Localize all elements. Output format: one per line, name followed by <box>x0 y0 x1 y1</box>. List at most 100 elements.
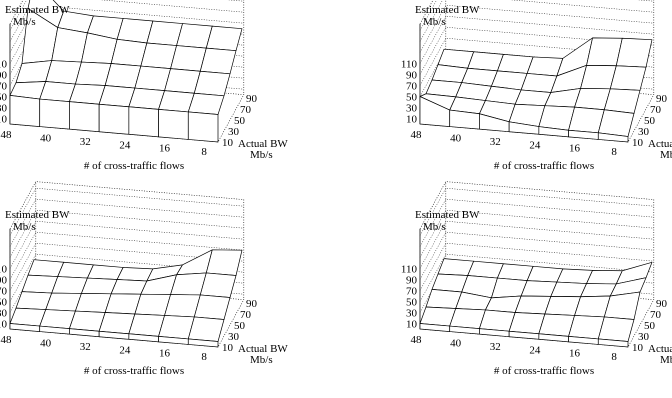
y-tick-label: 70 <box>650 104 662 116</box>
z-tick-label: 90 <box>406 70 418 82</box>
z-tick-label: 70 <box>0 81 8 93</box>
z-tick-label: 10 <box>406 319 418 331</box>
z-tick-label: 10 <box>0 114 8 126</box>
x-axis-title: # of cross-traffic flows <box>84 160 184 172</box>
z-tick-label: 30 <box>406 103 418 115</box>
x-tick-label: 40 <box>450 337 462 349</box>
surface-cell <box>597 316 635 342</box>
z-tick-label: 50 <box>0 92 8 104</box>
z-tick-label: 90 <box>406 275 418 287</box>
z-axis-title-line2: Mb/s <box>13 16 36 28</box>
z-gridline <box>9 242 244 291</box>
surface-skirt <box>597 338 629 348</box>
z-gridline <box>9 220 244 269</box>
y-axis-title-line1: Actual BW <box>238 138 288 150</box>
x-axis-title: # of cross-traffic flows <box>494 160 594 172</box>
surface-cell <box>603 88 641 114</box>
x-tick-label: 40 <box>450 132 462 144</box>
surface-cell <box>57 261 94 279</box>
surface-skirt <box>449 109 480 130</box>
z-gridline <box>9 209 244 258</box>
floor-outline <box>9 281 245 348</box>
surface-cell <box>467 260 504 279</box>
surface-cell <box>128 87 165 110</box>
z-tick-label: 50 <box>0 297 8 309</box>
surface-skirt <box>158 108 189 140</box>
surface-cell <box>205 25 243 52</box>
surface-cell <box>431 64 469 83</box>
z-tick-label: 70 <box>406 81 418 93</box>
surface-cell <box>199 272 237 298</box>
surface-cell <box>199 47 237 75</box>
back-wall-frame <box>419 0 655 95</box>
surface-skirt <box>69 101 100 133</box>
y-tick-label: 30 <box>638 126 650 138</box>
z-tick-label: 70 <box>0 286 8 298</box>
z-tick-label: 110 <box>401 264 418 276</box>
surface-skirt <box>187 111 219 143</box>
floor-outline <box>419 281 655 348</box>
y-tick-label: 30 <box>228 126 240 138</box>
z-tick-label: 90 <box>0 70 8 82</box>
x-tick-label: 8 <box>611 351 617 363</box>
z-axis-title-line1: Estimated BW <box>415 209 480 221</box>
x-tick-label: 16 <box>569 143 581 155</box>
z-tick-label: 90 <box>0 275 8 287</box>
z-axis-title-line2: Mb/s <box>423 16 446 28</box>
x-tick-label: 24 <box>529 344 541 356</box>
surface-cell <box>51 27 88 63</box>
x-tick-label: 48 <box>1 129 13 141</box>
z-gridline <box>419 187 654 236</box>
surface-cell <box>609 65 647 91</box>
y-axis-title-line1: Actual BW <box>648 343 672 355</box>
y-axis-title-line2: Mb/s <box>250 149 273 161</box>
x-tick-label: 48 <box>411 129 423 141</box>
surface-skirt <box>128 106 159 138</box>
surface-cell <box>193 70 231 97</box>
x-axis-title: # of cross-traffic flows <box>494 365 594 377</box>
z-gridline <box>9 4 244 53</box>
floor-outline <box>419 76 655 143</box>
y-axis-title-line2: Mb/s <box>660 149 672 161</box>
surface-cell <box>437 258 475 276</box>
x-tick-label: 8 <box>201 351 207 363</box>
x-tick-label: 40 <box>40 337 52 349</box>
z-gridline <box>419 231 654 280</box>
surface-cell <box>615 37 653 68</box>
y-tick-label: 30 <box>638 331 650 343</box>
x-tick-label: 48 <box>411 334 423 346</box>
y-tick-label: 90 <box>656 298 668 310</box>
surface-cell <box>497 53 534 74</box>
z-gridline <box>419 198 654 247</box>
z-axis-title-line1: Estimated BW <box>5 4 70 16</box>
z-tick-label: 30 <box>0 103 8 115</box>
surface-skirt <box>187 338 219 348</box>
x-tick-label: 24 <box>119 139 131 151</box>
back-wall-frame <box>9 0 245 95</box>
x-tick-label: 32 <box>490 341 501 353</box>
y-axis-title-line1: Actual BW <box>238 343 288 355</box>
surface-cell <box>27 259 65 277</box>
surface-cell <box>110 38 148 67</box>
z-tick-label: 50 <box>406 297 418 309</box>
y-tick-label: 50 <box>234 115 246 127</box>
surface-cell <box>425 289 463 309</box>
surface-cell <box>597 109 635 137</box>
y-tick-label: 50 <box>644 320 656 332</box>
z-gridline <box>419 4 654 53</box>
surface-cell <box>514 89 552 107</box>
x-tick-label: 24 <box>119 344 131 356</box>
y-axis-title-line2: Mb/s <box>250 354 273 366</box>
z-tick-label: 10 <box>0 319 8 331</box>
y-tick-label: 70 <box>240 309 252 321</box>
y-tick-label: 10 <box>222 342 234 354</box>
z-gridline <box>9 0 244 31</box>
x-tick-label: 16 <box>159 348 171 360</box>
x-tick-label: 16 <box>159 143 171 155</box>
z-tick-label: 10 <box>406 114 418 126</box>
y-tick-label: 90 <box>246 298 258 310</box>
